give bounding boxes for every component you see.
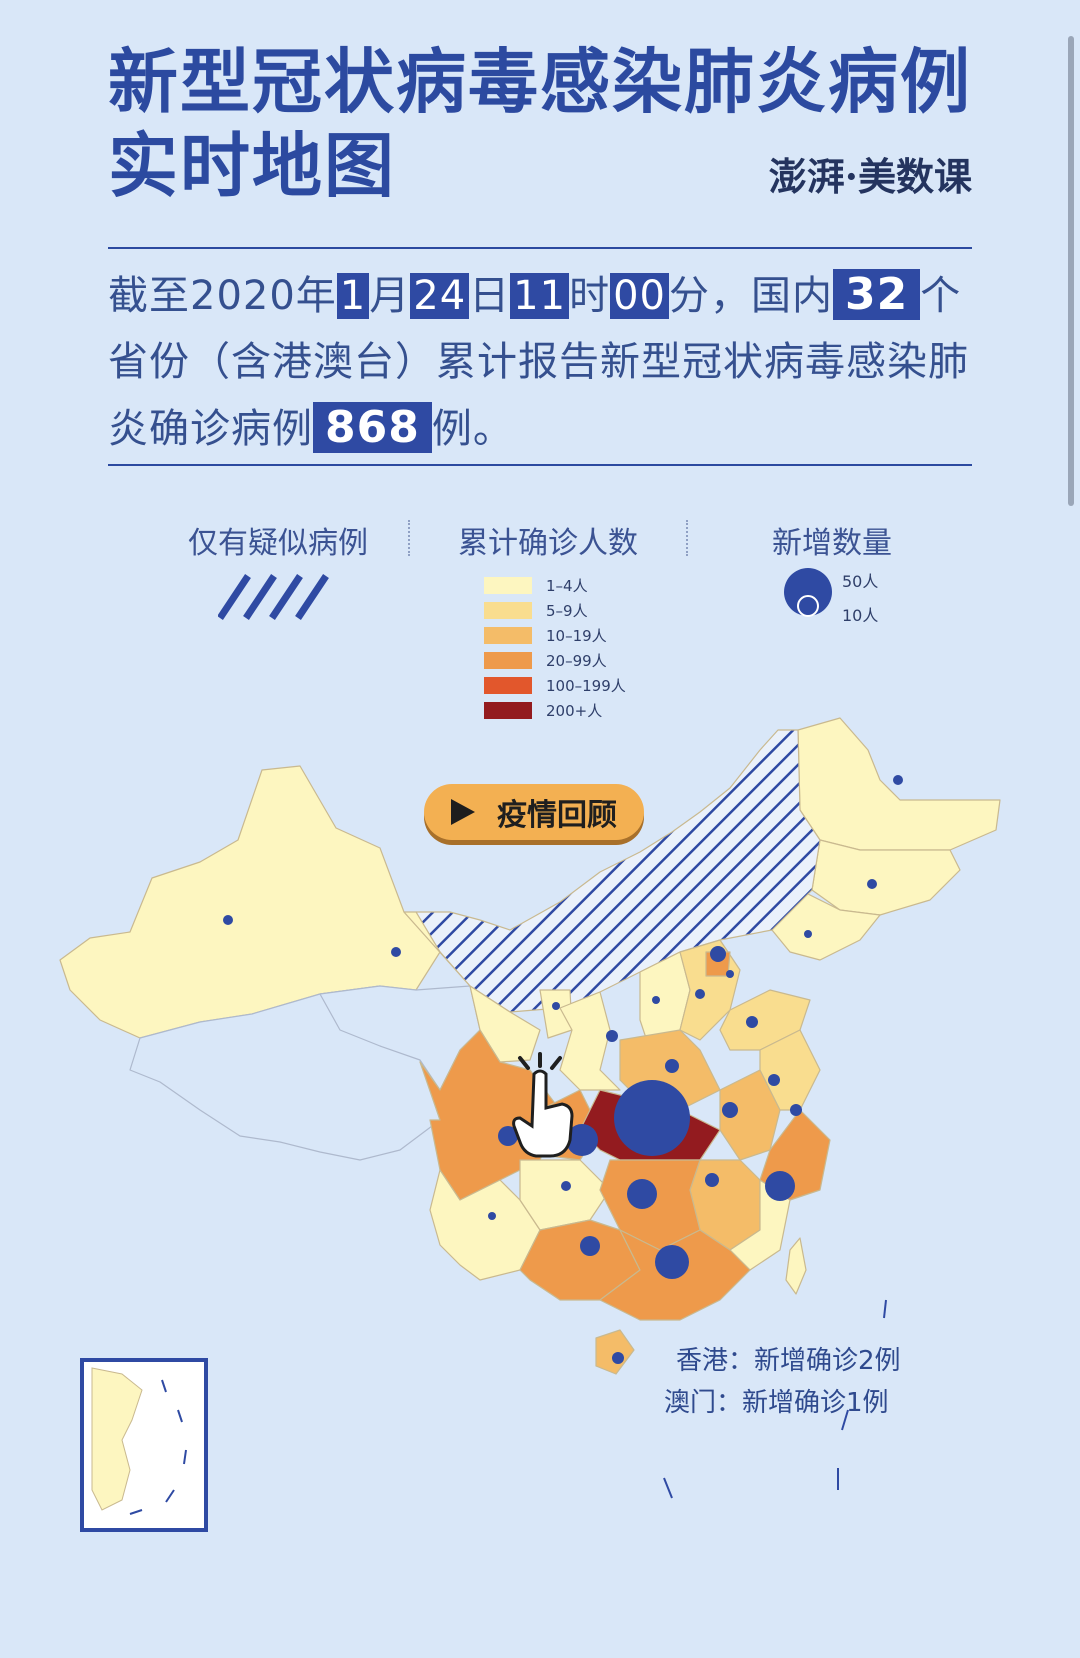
bubble-small xyxy=(797,595,819,617)
summary-suffix: 例。 xyxy=(431,406,514,452)
bubble-henan xyxy=(665,1059,679,1073)
scale-label: 20–99人 xyxy=(546,651,607,670)
bubble-hubei xyxy=(614,1080,690,1156)
month-value: 1 xyxy=(336,273,370,319)
bubble-guizhou xyxy=(561,1181,571,1191)
scale-swatch xyxy=(484,626,532,644)
bubble-hainan xyxy=(612,1352,624,1364)
scrollbar[interactable] xyxy=(1068,36,1074,506)
bubble-anhui xyxy=(768,1074,780,1086)
bubble-jiangxi xyxy=(722,1102,738,1118)
bottom-divider xyxy=(108,464,972,466)
bubble-liaoning xyxy=(804,930,812,938)
scale-swatch xyxy=(484,701,532,719)
hour-value: 11 xyxy=(510,273,570,319)
scale-swatch xyxy=(484,576,532,594)
summary-prefix: 截至2020年 xyxy=(108,273,337,319)
day-unit: 日 xyxy=(469,273,511,319)
play-icon xyxy=(451,799,475,825)
hongkong-note: 香港：新增确诊2例 xyxy=(676,1346,901,1376)
macau-note: 澳门：新增确诊1例 xyxy=(664,1388,889,1418)
bubble-guangxi xyxy=(580,1236,600,1256)
bubble-heilongjiang xyxy=(893,775,903,785)
bubble-large xyxy=(784,568,832,616)
scale-item: 100–199人 xyxy=(484,676,626,695)
hour-unit: 时 xyxy=(569,273,611,319)
bubble-jilin xyxy=(867,879,877,889)
hatch-swatch xyxy=(218,574,329,620)
bubble-shandong xyxy=(746,1016,758,1028)
scale-item: 20–99人 xyxy=(484,651,607,670)
minute-value: 00 xyxy=(610,273,669,319)
scale-label: 10–19人 xyxy=(546,626,607,645)
province-count: 32 xyxy=(832,269,921,320)
bubble-jiangsu xyxy=(790,1104,802,1116)
region-hainan xyxy=(595,1329,635,1375)
bubble-hunan xyxy=(627,1179,657,1209)
scale-swatch xyxy=(484,601,532,619)
bubble-zhejiang xyxy=(765,1171,795,1201)
bubble-guangdong xyxy=(655,1245,689,1279)
region-guizhou xyxy=(519,1159,611,1231)
bubble-hebei xyxy=(695,989,705,999)
china-map[interactable] xyxy=(0,690,1080,1550)
bubble-ningxia xyxy=(552,1002,560,1010)
bubble-gansu xyxy=(391,947,401,957)
legend-divider xyxy=(408,520,410,556)
epidemic-review-button[interactable]: 疫情回顾 xyxy=(424,784,644,840)
bubble-shaanxi xyxy=(606,1030,618,1042)
case-count: 868 xyxy=(313,402,432,453)
scale-item: 5–9人 xyxy=(484,601,588,620)
bubble-fujian xyxy=(705,1173,719,1187)
bubble-chongqing xyxy=(566,1124,598,1156)
bubble-tianjin xyxy=(726,970,734,978)
bubble-size-legend xyxy=(784,568,832,617)
legend-new-title: 新增数量 xyxy=(772,526,892,561)
brand-logo: 澎湃·美数课 xyxy=(768,154,972,199)
day-value: 24 xyxy=(410,273,470,319)
tap-hand-icon xyxy=(512,1052,574,1158)
summary-text: 截至2020年1月24日11时00分，国内 32 个省份（含港澳台）累计报告新型冠状… xyxy=(108,262,974,462)
legend-divider xyxy=(686,520,688,556)
title-line-2: 实时地图 xyxy=(108,125,396,207)
bubble-beijing xyxy=(710,946,726,962)
legend-cumulative-title: 累计确诊人数 xyxy=(458,526,638,561)
scale-swatch xyxy=(484,676,532,694)
title-line-1: 新型冠状病毒感染肺炎病例 xyxy=(108,41,972,123)
scale-label: 1–4人 xyxy=(546,576,588,595)
region-taiwan xyxy=(785,1237,807,1295)
summary-middle: 个省份（含港澳台）累计报告新型冠状病毒感染肺炎确诊病例 xyxy=(108,273,969,452)
region-inner-mongolia xyxy=(415,729,821,1013)
legend-suspected-title: 仅有疑似病例 xyxy=(188,526,368,561)
south-china-sea-inset xyxy=(80,1358,208,1532)
bubble-xinjiang xyxy=(223,915,233,925)
region-jilin xyxy=(811,839,961,916)
minute-unit: 分，国内 xyxy=(668,273,833,319)
region-liaoning xyxy=(771,889,881,961)
bubble-shanxi xyxy=(652,996,660,1004)
scale-label: 200+人 xyxy=(546,701,603,720)
review-button-label: 疫情回顾 xyxy=(497,798,617,833)
scale-item: 10–19人 xyxy=(484,626,607,645)
bubble-small-label: 10人 xyxy=(842,606,879,625)
bubble-yunnan xyxy=(488,1212,496,1220)
month-unit: 月 xyxy=(369,273,411,319)
region-gansu xyxy=(403,911,541,1063)
page-title: 新型冠状病毒感染肺炎病例 实时地图 xyxy=(108,40,988,208)
scale-item: 1–4人 xyxy=(484,576,588,595)
top-divider xyxy=(108,247,972,249)
scale-label: 100–199人 xyxy=(546,676,626,695)
scale-label: 5–9人 xyxy=(546,601,588,620)
scale-item: 200+人 xyxy=(484,701,603,720)
bubble-sichuan xyxy=(498,1126,518,1146)
region-shaanxi xyxy=(559,991,621,1091)
scale-swatch xyxy=(484,651,532,669)
bubble-large-label: 50人 xyxy=(842,572,879,591)
